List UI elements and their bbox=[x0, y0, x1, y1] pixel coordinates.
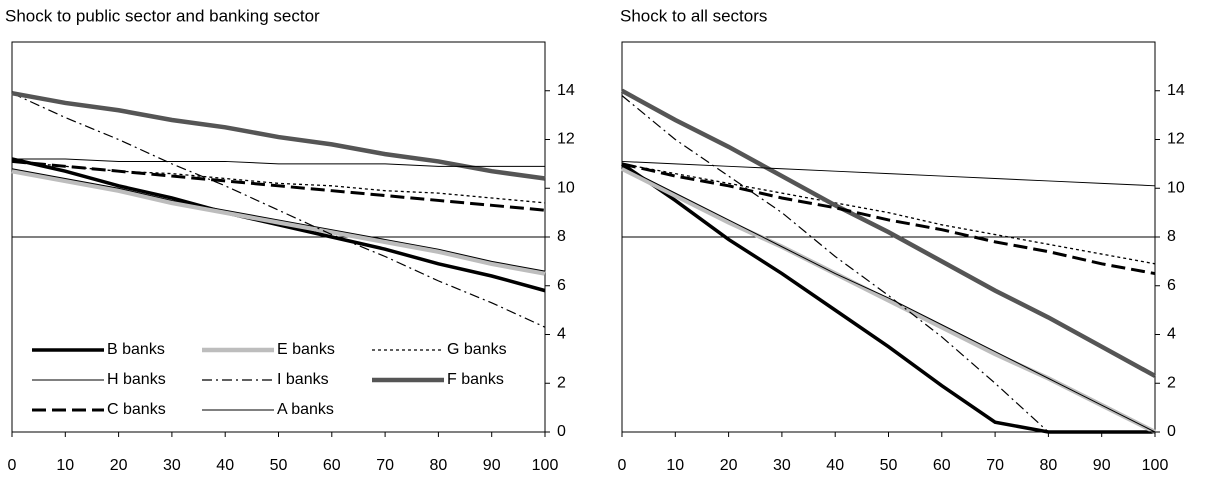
y-tick-label: 12 bbox=[1167, 131, 1185, 148]
y-tick-label: 10 bbox=[1167, 179, 1185, 196]
series-line bbox=[11, 160, 546, 204]
series-line bbox=[621, 165, 1156, 433]
series-line bbox=[621, 162, 1156, 276]
series-line bbox=[621, 95, 1155, 433]
chart-title: Shock to all sectors bbox=[620, 6, 767, 25]
y-tick-label: 4 bbox=[557, 326, 566, 343]
legend-label: A banks bbox=[277, 401, 334, 418]
legend-label: B banks bbox=[107, 341, 165, 358]
chart-title: Shock to public sector and banking secto… bbox=[5, 6, 320, 25]
series-line bbox=[621, 160, 1156, 187]
x-tick-label: 100 bbox=[1142, 457, 1169, 474]
x-tick-label: 20 bbox=[720, 457, 738, 474]
x-tick-label: 40 bbox=[216, 457, 234, 474]
series-line bbox=[621, 163, 1156, 265]
series-line bbox=[11, 159, 546, 212]
x-tick-label: 20 bbox=[110, 457, 128, 474]
x-tick-label: 10 bbox=[666, 457, 684, 474]
x-tick-label: 40 bbox=[826, 457, 844, 474]
x-tick-label: 70 bbox=[376, 457, 394, 474]
legend-label: F banks bbox=[447, 371, 504, 388]
x-tick-label: 10 bbox=[56, 457, 74, 474]
x-tick-label: 0 bbox=[8, 457, 17, 474]
y-tick-label: 2 bbox=[557, 374, 566, 391]
legend-label: C banks bbox=[107, 401, 166, 418]
x-tick-label: 80 bbox=[1040, 457, 1058, 474]
y-tick-label: 2 bbox=[1167, 374, 1176, 391]
x-tick-label: 0 bbox=[618, 457, 627, 474]
y-tick-label: 6 bbox=[1167, 277, 1176, 294]
legend-label: E banks bbox=[277, 341, 335, 358]
y-tick-label: 8 bbox=[557, 228, 566, 245]
x-tick-label: 30 bbox=[773, 457, 791, 474]
x-tick-label: 50 bbox=[880, 457, 898, 474]
series-line bbox=[11, 168, 546, 272]
x-tick-label: 60 bbox=[933, 457, 951, 474]
y-tick-label: 4 bbox=[1167, 326, 1176, 343]
y-tick-label: 14 bbox=[557, 82, 575, 99]
series-line bbox=[11, 90, 546, 181]
x-tick-label: 100 bbox=[532, 457, 559, 474]
series-line bbox=[11, 92, 546, 328]
series-line bbox=[12, 158, 545, 167]
x-tick-label: 80 bbox=[430, 457, 448, 474]
series-line bbox=[620, 88, 1157, 378]
y-tick-label: 0 bbox=[557, 423, 566, 440]
legend-label: I banks bbox=[277, 371, 329, 388]
x-tick-label: 50 bbox=[270, 457, 288, 474]
series-line bbox=[11, 157, 546, 293]
legend-label: G banks bbox=[447, 341, 507, 358]
y-tick-label: 8 bbox=[1167, 228, 1176, 245]
y-tick-label: 12 bbox=[557, 131, 575, 148]
x-tick-label: 90 bbox=[1093, 457, 1111, 474]
legend-label: H banks bbox=[107, 371, 166, 388]
x-tick-label: 60 bbox=[323, 457, 341, 474]
y-tick-label: 10 bbox=[557, 179, 575, 196]
y-tick-label: 14 bbox=[1167, 82, 1185, 99]
x-tick-label: 70 bbox=[986, 457, 1004, 474]
series-line bbox=[620, 166, 1157, 435]
x-tick-label: 30 bbox=[163, 457, 181, 474]
y-tick-label: 0 bbox=[1167, 423, 1176, 440]
y-tick-label: 6 bbox=[557, 277, 566, 294]
x-tick-label: 90 bbox=[483, 457, 501, 474]
series-line bbox=[11, 168, 546, 276]
